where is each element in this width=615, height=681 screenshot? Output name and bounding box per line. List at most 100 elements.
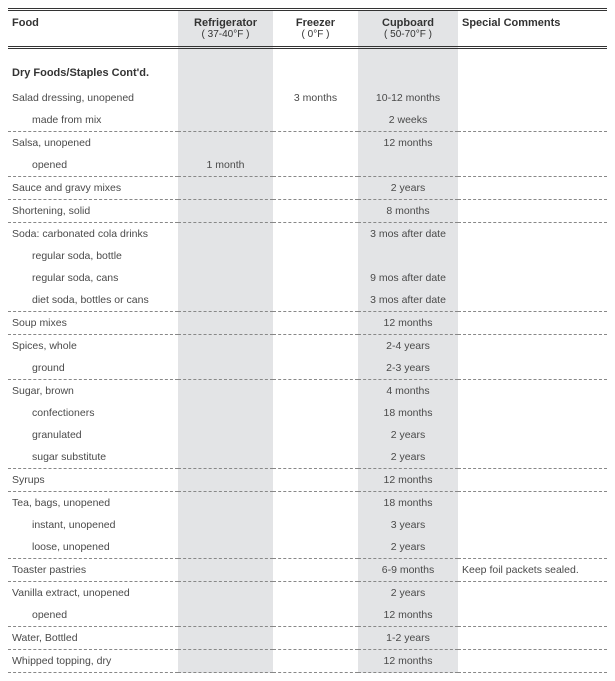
comments-cell — [458, 380, 607, 403]
cupboard-cell: 12 months — [358, 469, 458, 492]
table-row: instant, unopened3 years — [8, 514, 607, 536]
refrigerator-cell — [178, 514, 273, 536]
refrigerator-cell — [178, 87, 273, 109]
table-row: loose, unopened2 years — [8, 536, 607, 559]
cupboard-cell: 12 months — [358, 604, 458, 627]
header-cupboard-label: Cupboard — [382, 17, 434, 29]
table-row: sugar substitute 2 years — [8, 446, 607, 469]
table-row: Soup mixes 12 months — [8, 312, 607, 335]
freezer-cell — [273, 469, 358, 492]
food-cell: Sugar, brown — [8, 380, 178, 403]
refrigerator-cell — [178, 469, 273, 492]
header-refrigerator: Refrigerator ( 37-40°F ) — [178, 10, 273, 47]
refrigerator-cell — [178, 604, 273, 627]
freezer-cell — [273, 245, 358, 267]
table-row: Soda: carbonated cola drinks 3 mos after … — [8, 223, 607, 246]
cupboard-cell: 1-2 years — [358, 627, 458, 650]
table-row: opened1 month — [8, 154, 607, 177]
cupboard-cell: 2 years — [358, 536, 458, 559]
cupboard-cell: 18 months — [358, 402, 458, 424]
table-row: Sauce and gravy mixes2 years — [8, 177, 607, 200]
freezer-cell — [273, 627, 358, 650]
food-cell: Salsa, unopened — [8, 132, 178, 155]
refrigerator-cell — [178, 446, 273, 469]
food-cell: sugar substitute — [8, 446, 178, 469]
table-row: Syrups12 months — [8, 469, 607, 492]
freezer-cell — [273, 559, 358, 582]
freezer-cell — [273, 650, 358, 673]
comments-cell — [458, 335, 607, 358]
table-row: confectioners 18 months — [8, 402, 607, 424]
food-cell: Tea, bags, unopened — [8, 492, 178, 515]
refrigerator-cell — [178, 582, 273, 605]
table-row: Water, Bottled 1-2 years — [8, 627, 607, 650]
food-cell: Soup mixes — [8, 312, 178, 335]
header-cupboard: Cupboard ( 50-70°F ) — [358, 10, 458, 47]
section-title-row: Dry Foods/Staples Cont'd. — [8, 48, 607, 88]
table-row: Spices, whole2-4 years — [8, 335, 607, 358]
comments-cell — [458, 627, 607, 650]
refrigerator-cell — [178, 536, 273, 559]
refrigerator-cell — [178, 492, 273, 515]
cupboard-cell: 12 months — [358, 132, 458, 155]
comments-cell — [458, 154, 607, 177]
comments-cell — [458, 604, 607, 627]
cupboard-cell: 12 months — [358, 312, 458, 335]
food-cell: confectioners — [8, 402, 178, 424]
freezer-cell — [273, 177, 358, 200]
table-row: Salsa, unopened 12 months — [8, 132, 607, 155]
table-row: Vanilla extract, unopened2 years — [8, 582, 607, 605]
freezer-cell: 3 months — [273, 87, 358, 109]
freezer-cell — [273, 357, 358, 380]
table-row: made from mix2 weeks — [8, 109, 607, 132]
refrigerator-cell — [178, 559, 273, 582]
refrigerator-cell — [178, 357, 273, 380]
comments-cell — [458, 132, 607, 155]
food-cell: Soda: carbonated cola drinks — [8, 223, 178, 246]
cupboard-cell: 2 years — [358, 177, 458, 200]
freezer-cell — [273, 335, 358, 358]
refrigerator-cell — [178, 380, 273, 403]
food-cell: Shortening, solid — [8, 200, 178, 223]
comments-cell — [458, 245, 607, 267]
food-cell: instant, unopened — [8, 514, 178, 536]
table-row: regular soda, bottle — [8, 245, 607, 267]
food-cell: ground — [8, 357, 178, 380]
food-cell: opened — [8, 604, 178, 627]
cupboard-cell: 2 years — [358, 446, 458, 469]
comments-cell — [458, 582, 607, 605]
freezer-cell — [273, 223, 358, 246]
comments-cell — [458, 492, 607, 515]
comments-cell — [458, 223, 607, 246]
comments-cell — [458, 446, 607, 469]
cupboard-cell: 3 mos after date — [358, 223, 458, 246]
table-header: Food Refrigerator ( 37-40°F ) Freezer ( … — [8, 10, 607, 48]
freezer-cell — [273, 604, 358, 627]
food-cell: regular soda, cans — [8, 267, 178, 289]
refrigerator-cell — [178, 402, 273, 424]
refrigerator-cell: 1 month — [178, 154, 273, 177]
section-title: Dry Foods/Staples Cont'd. — [8, 48, 178, 88]
comments-cell — [458, 289, 607, 312]
header-freezer-sub: ( 0°F ) — [277, 29, 354, 44]
refrigerator-cell — [178, 245, 273, 267]
cupboard-cell: 2-4 years — [358, 335, 458, 358]
freezer-cell — [273, 154, 358, 177]
food-cell: diet soda, bottles or cans — [8, 289, 178, 312]
freezer-cell — [273, 289, 358, 312]
freezer-cell — [273, 312, 358, 335]
freezer-cell — [273, 402, 358, 424]
comments-cell — [458, 87, 607, 109]
refrigerator-cell — [178, 132, 273, 155]
header-food: Food — [8, 10, 178, 47]
cupboard-cell: 2 years — [358, 582, 458, 605]
refrigerator-cell — [178, 335, 273, 358]
food-cell: Water, Bottled — [8, 627, 178, 650]
refrigerator-cell — [178, 200, 273, 223]
table-row: diet soda, bottles or cans3 mos after da… — [8, 289, 607, 312]
refrigerator-cell — [178, 650, 273, 673]
comments-cell — [458, 514, 607, 536]
freezer-cell — [273, 536, 358, 559]
refrigerator-cell — [178, 223, 273, 246]
table-row: opened 12 months — [8, 604, 607, 627]
